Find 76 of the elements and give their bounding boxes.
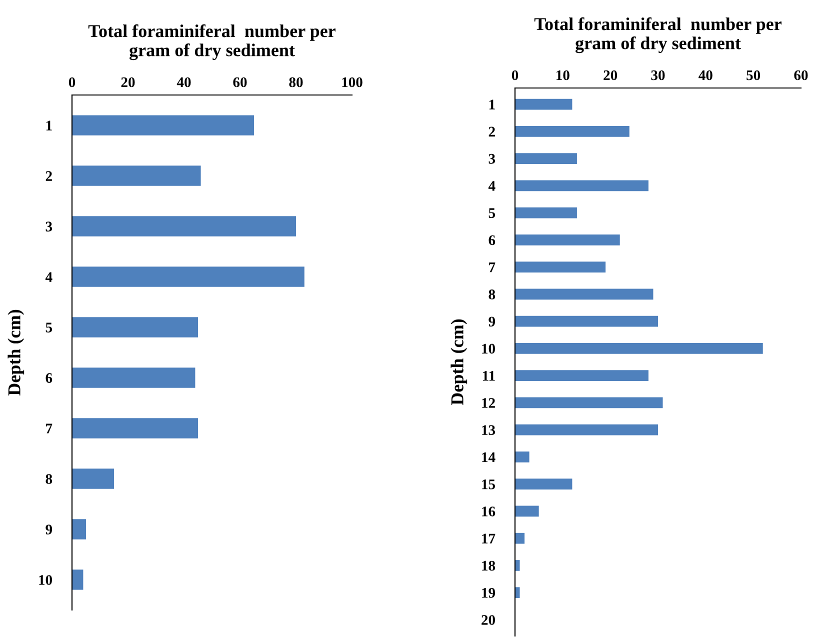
y-tick-label: 1	[46, 120, 52, 130]
y-tick-label: 19	[482, 588, 496, 598]
bar	[515, 397, 663, 408]
y-tick-label: 6	[46, 373, 52, 383]
y-tick-label: 11	[482, 370, 495, 381]
y-tick-label: 7	[489, 262, 496, 272]
bar	[72, 368, 196, 388]
bar	[515, 153, 577, 164]
bar	[515, 452, 530, 462]
bar	[515, 532, 525, 544]
chart-title: Total foraminiferal number per gram of dry sediment	[534, 17, 782, 54]
x-tick-label: 60	[794, 70, 808, 80]
y-tick-label: 17	[482, 534, 496, 544]
bar	[515, 207, 577, 218]
bar	[72, 216, 296, 236]
bar	[515, 288, 654, 300]
x-tick-label: 50	[746, 70, 760, 80]
y-tick-label: 10	[39, 575, 52, 585]
bar	[515, 180, 648, 192]
x-tick-label: 80	[289, 77, 303, 88]
bar	[515, 262, 606, 272]
bar	[72, 519, 86, 540]
y-tick-label: 9	[46, 524, 52, 534]
y-tick-label: 7	[46, 424, 52, 434]
y-tick-label: 8	[46, 474, 52, 484]
bar	[72, 166, 201, 186]
y-tick-label: 1	[489, 100, 495, 110]
y-tick-label: 5	[488, 208, 496, 218]
y-tick-label: 6	[488, 235, 496, 246]
bar	[515, 234, 620, 246]
x-tick-label: 30	[651, 70, 665, 80]
y-tick-label: 14	[482, 452, 496, 462]
bar	[515, 506, 539, 517]
bar	[515, 370, 648, 381]
y-tick-label: 2	[46, 171, 52, 181]
x-tick-label: 20	[121, 77, 135, 88]
x-tick-label: 0	[68, 77, 76, 88]
y-tick-label: 4	[45, 272, 52, 282]
x-tick-label: 0	[512, 70, 518, 80]
bar	[72, 266, 304, 287]
y-axis-title: Depth (cm)	[8, 310, 24, 396]
bar	[72, 468, 114, 489]
x-tick-label: 40	[176, 77, 191, 88]
y-tick-label: 16	[482, 506, 496, 516]
y-tick-label: 12	[482, 398, 495, 408]
y-tick-label: 10	[482, 344, 495, 354]
y-tick-label: 3	[46, 222, 52, 232]
chart-title: Total foraminiferal number per gram of dry sediment	[88, 24, 336, 60]
y-tick-label: 3	[488, 154, 496, 164]
y-tick-label: 4	[488, 181, 496, 191]
y-tick-label: 9	[488, 316, 496, 327]
bar	[515, 343, 763, 354]
bar	[515, 126, 630, 137]
y-tick-label: 2	[488, 126, 495, 136]
bar	[515, 98, 572, 110]
y-tick-label: 18	[482, 560, 496, 571]
y-tick-label: 5	[46, 322, 52, 332]
bar	[72, 570, 84, 590]
y-tick-label: 8	[488, 290, 496, 300]
bar	[72, 317, 198, 338]
y-tick-label: 13	[482, 425, 496, 436]
x-tick-label: 10	[556, 70, 570, 80]
x-tick-label: 100	[342, 77, 362, 88]
x-tick-label: 40	[698, 70, 712, 80]
x-tick-label: 60	[233, 77, 247, 88]
bar	[72, 115, 254, 136]
bar	[515, 478, 572, 490]
bar	[515, 587, 520, 598]
bar	[515, 424, 658, 436]
y-axis-title: Depth (cm)	[450, 319, 468, 406]
x-tick-label: 20	[604, 70, 618, 80]
y-tick-label: 15	[482, 480, 496, 490]
bar	[515, 316, 658, 327]
bar	[72, 418, 198, 438]
bar	[515, 560, 520, 571]
y-tick-label: 20	[482, 615, 495, 625]
